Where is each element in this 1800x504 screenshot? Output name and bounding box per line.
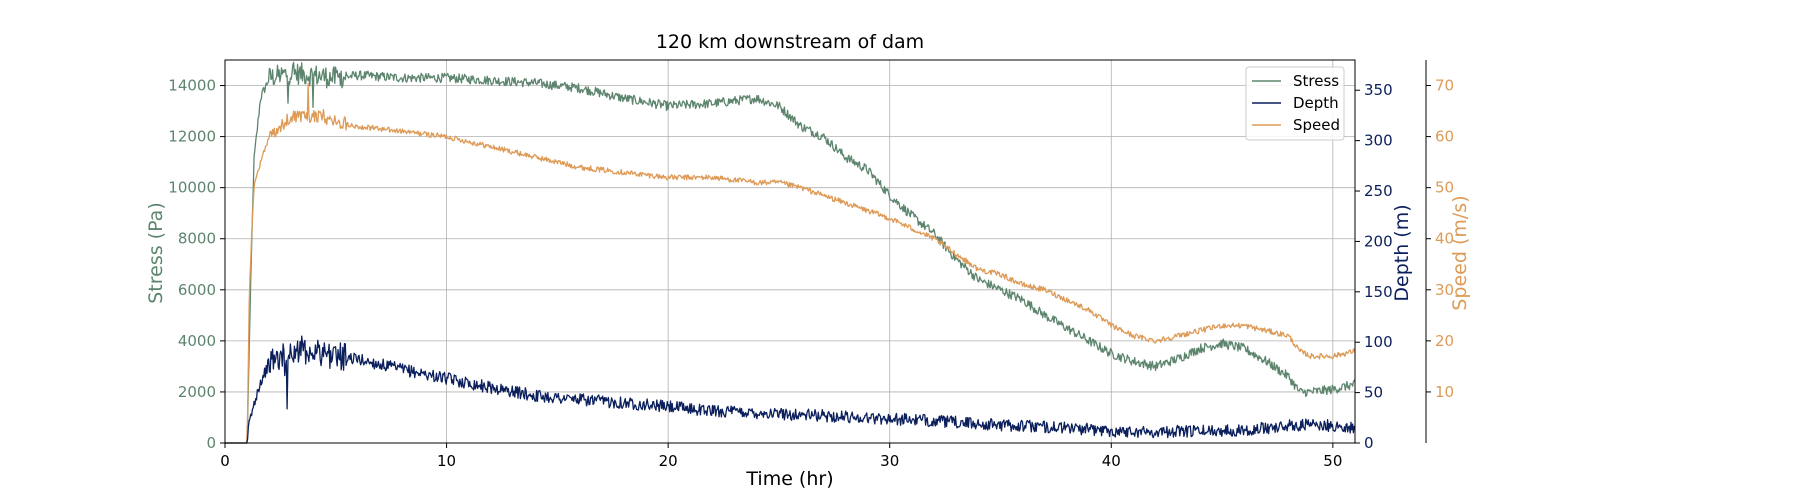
- depth-tick-label: 250: [1364, 182, 1393, 200]
- legend-label-speed: Speed: [1293, 116, 1340, 134]
- x-tick-label: 10: [437, 452, 456, 470]
- speed-axis-label: Speed (m/s): [1449, 195, 1471, 310]
- stress-tick-label: 4000: [178, 332, 216, 350]
- speed-tick-label: 30: [1435, 281, 1454, 299]
- legend-label-depth: Depth: [1293, 94, 1339, 112]
- speed-tick-label: 60: [1435, 128, 1454, 146]
- speed-axis: 10 20 30 40 50 60 70: [1426, 77, 1454, 401]
- x-tick-label: 30: [880, 452, 899, 470]
- x-tick-label: 40: [1102, 452, 1121, 470]
- stress-tick-label: 8000: [178, 230, 216, 248]
- legend-box: [1245, 66, 1345, 141]
- stress-tick-label: 10000: [168, 179, 216, 197]
- speed-tick-label: 10: [1435, 383, 1454, 401]
- stress-tick-label: 12000: [168, 128, 216, 146]
- depth-tick-label: 350: [1364, 81, 1393, 99]
- series-line-depth: [225, 335, 1356, 444]
- chart-title: 120 km downstream of dam: [656, 31, 924, 53]
- stress-axis: 0 2000 4000 6000 8000 10000 12000 14000: [168, 77, 225, 452]
- x-tick-label: 0: [220, 452, 230, 470]
- x-tick-label: 20: [659, 452, 678, 470]
- plot-frame: [224, 59, 1356, 444]
- x-axis: 0 10 20 30 40 50: [220, 443, 1342, 470]
- stress-tick-label: 2000: [178, 383, 216, 401]
- speed-tick-label: 20: [1435, 332, 1454, 350]
- depth-tick-label: 100: [1364, 333, 1393, 351]
- series-layer: [225, 61, 1356, 444]
- depth-axis: 0 50 100 150 200 250 300 350: [1355, 81, 1393, 452]
- x-tick-label: 50: [1323, 452, 1342, 470]
- legend-label-stress: Stress: [1293, 72, 1339, 90]
- depth-tick-label: 50: [1364, 384, 1383, 402]
- legend: Stress Depth Speed: [1245, 66, 1345, 141]
- speed-tick-label: 40: [1435, 230, 1454, 248]
- depth-tick-label: 300: [1364, 132, 1393, 150]
- depth-tick-label: 0: [1364, 434, 1374, 452]
- series-line-speed: [225, 83, 1356, 444]
- depth-axis-label: Depth (m): [1391, 204, 1413, 301]
- stress-tick-label: 0: [206, 434, 216, 452]
- depth-tick-label: 150: [1364, 283, 1393, 301]
- stress-tick-label: 14000: [168, 77, 216, 95]
- speed-tick-label: 50: [1435, 179, 1454, 197]
- speed-tick-label: 70: [1435, 77, 1454, 95]
- stress-tick-label: 6000: [178, 281, 216, 299]
- stress-axis-label: Stress (Pa): [145, 202, 167, 304]
- depth-tick-label: 200: [1364, 232, 1393, 250]
- series-line-stress: [225, 61, 1356, 444]
- x-axis-label: Time (hr): [745, 468, 833, 490]
- axes-frame: [224, 59, 1427, 444]
